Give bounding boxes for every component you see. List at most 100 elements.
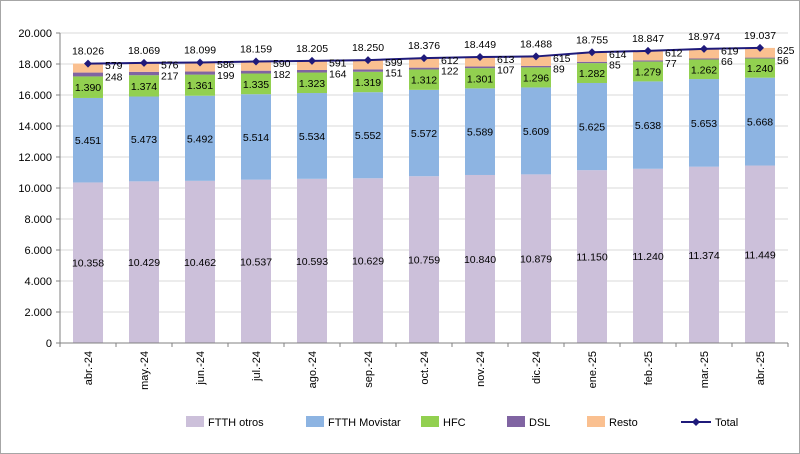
bar-segment bbox=[465, 66, 495, 69]
data-label: 590 bbox=[273, 58, 291, 70]
bar-segment bbox=[745, 58, 775, 78]
data-label: 1.301 bbox=[467, 73, 493, 85]
data-label: 1.390 bbox=[75, 82, 101, 94]
data-label: 5.638 bbox=[635, 120, 661, 132]
data-label: 586 bbox=[217, 59, 235, 71]
data-label: 10.358 bbox=[72, 258, 104, 270]
x-tick-label: feb.-25 bbox=[643, 351, 655, 385]
data-label: 11.240 bbox=[632, 251, 663, 263]
x-tick-label: dic.-24 bbox=[531, 351, 543, 384]
bars bbox=[73, 47, 775, 343]
data-label: 1.279 bbox=[635, 66, 661, 78]
data-label: 10.840 bbox=[464, 254, 496, 266]
total-point bbox=[308, 56, 316, 65]
bar-segment bbox=[297, 93, 327, 179]
data-label: 151 bbox=[385, 68, 403, 80]
data-label: 66 bbox=[721, 56, 733, 68]
bar-segment bbox=[353, 71, 383, 93]
bar-segment bbox=[129, 62, 159, 72]
bar-segment bbox=[185, 74, 215, 96]
legend-label: FTTH Movistar bbox=[328, 417, 401, 429]
bar-segment bbox=[129, 75, 159, 97]
data-label: 1.323 bbox=[299, 78, 325, 90]
data-label: 10.593 bbox=[296, 256, 328, 268]
bar-segment bbox=[689, 58, 719, 60]
bar-segment bbox=[297, 60, 327, 70]
total-point bbox=[532, 52, 540, 61]
bar-segment bbox=[297, 69, 327, 73]
data-label: 5.534 bbox=[299, 131, 325, 143]
y-tick-label: 6.000 bbox=[24, 245, 52, 257]
data-label: 613 bbox=[497, 54, 515, 66]
bar-segment bbox=[521, 56, 551, 66]
bar-segment bbox=[353, 92, 383, 179]
total-label: 18.755 bbox=[576, 34, 608, 46]
total-point bbox=[644, 46, 652, 55]
total-point bbox=[476, 53, 484, 62]
bar-segment bbox=[409, 67, 439, 70]
bar-segment bbox=[745, 77, 775, 166]
data-label: 1.262 bbox=[691, 64, 717, 76]
y-tick-label: 12.000 bbox=[18, 152, 52, 164]
total-point bbox=[700, 44, 708, 53]
bar-segment bbox=[465, 68, 495, 89]
x-tick-label: may.-24 bbox=[139, 351, 151, 390]
y-tick-label: 20.000 bbox=[18, 28, 52, 40]
bar-segment bbox=[577, 170, 607, 343]
data-label: 1.374 bbox=[131, 81, 157, 93]
data-label: 625 bbox=[777, 45, 795, 57]
total-label: 18.205 bbox=[296, 43, 328, 55]
bar-segment bbox=[73, 63, 103, 73]
bar-segment bbox=[633, 61, 663, 82]
data-label: 10.429 bbox=[128, 257, 160, 269]
data-label: 1.240 bbox=[747, 63, 773, 75]
data-label: 89 bbox=[553, 64, 565, 76]
data-label: 5.473 bbox=[131, 134, 157, 146]
y-tick-label: 8.000 bbox=[24, 214, 52, 226]
total-point bbox=[588, 48, 596, 57]
bar-segment bbox=[73, 182, 103, 343]
y-tick-label: 2.000 bbox=[24, 307, 52, 319]
legend-marker bbox=[692, 418, 700, 426]
bar-segment bbox=[633, 60, 663, 62]
bar-segment bbox=[241, 70, 271, 74]
total-label: 18.069 bbox=[128, 45, 160, 57]
data-label: 576 bbox=[161, 59, 179, 71]
legend-swatch bbox=[421, 416, 439, 427]
bar-segment bbox=[689, 166, 719, 343]
bar-segment bbox=[521, 67, 551, 88]
bar-segment bbox=[633, 168, 663, 343]
data-label: 122 bbox=[441, 66, 459, 78]
data-label: 5.514 bbox=[243, 132, 269, 144]
bar-segment bbox=[745, 47, 775, 58]
legend-swatch bbox=[306, 416, 324, 427]
bar-segment bbox=[241, 179, 271, 343]
data-label: 612 bbox=[441, 55, 459, 67]
total-label: 18.847 bbox=[632, 33, 664, 45]
total-point bbox=[196, 58, 204, 67]
bar-segment bbox=[241, 61, 271, 71]
total-line bbox=[84, 43, 764, 68]
data-labels: 10.358 5.451 1.390 10.429 5.473 1.374 10.462 5.… bbox=[72, 30, 795, 270]
x-tick-label: sep.-24 bbox=[363, 351, 375, 388]
y-tick-label: 0 bbox=[46, 338, 52, 350]
data-label: 5.552 bbox=[355, 130, 381, 142]
legend-swatch bbox=[186, 416, 204, 427]
data-label: 5.451 bbox=[75, 135, 101, 147]
x-tick-label: abr.-24 bbox=[83, 351, 95, 385]
bar-segment bbox=[185, 180, 215, 343]
bar-segment bbox=[353, 178, 383, 343]
y-tick-label: 4.000 bbox=[24, 276, 52, 288]
bar-segment bbox=[577, 63, 607, 83]
data-label: 5.492 bbox=[187, 133, 213, 145]
y-tick-label: 18.000 bbox=[18, 59, 52, 71]
total-label: 18.974 bbox=[688, 31, 720, 43]
data-label: 164 bbox=[329, 68, 347, 80]
bar-segment bbox=[577, 61, 607, 64]
total-point bbox=[252, 57, 260, 66]
bar-segment bbox=[745, 57, 775, 59]
x-tick-label: nov.-24 bbox=[475, 351, 487, 387]
bar-segment bbox=[577, 52, 607, 62]
total-point bbox=[756, 43, 764, 52]
